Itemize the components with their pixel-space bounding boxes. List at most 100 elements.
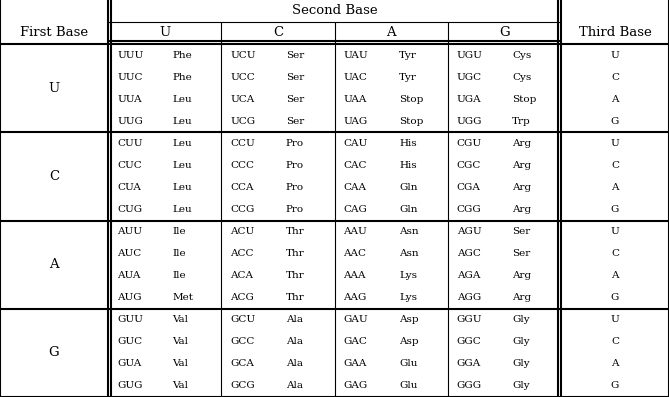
Text: C: C bbox=[49, 170, 59, 183]
Text: Val: Val bbox=[173, 382, 189, 391]
Text: UCU: UCU bbox=[230, 50, 256, 60]
Text: Thr: Thr bbox=[286, 271, 304, 280]
Text: UGC: UGC bbox=[457, 73, 482, 82]
Text: C: C bbox=[611, 161, 619, 170]
Text: UAC: UAC bbox=[344, 73, 367, 82]
Text: Gly: Gly bbox=[512, 359, 530, 368]
Text: Lys: Lys bbox=[399, 293, 417, 302]
Text: U: U bbox=[611, 50, 619, 60]
Text: Thr: Thr bbox=[286, 249, 304, 258]
Text: UAG: UAG bbox=[344, 117, 368, 126]
Text: G: G bbox=[611, 117, 619, 126]
Text: CGU: CGU bbox=[457, 139, 482, 148]
Text: GGU: GGU bbox=[457, 315, 482, 324]
Text: Gln: Gln bbox=[399, 183, 417, 192]
Text: Ala: Ala bbox=[286, 382, 303, 391]
Text: U: U bbox=[611, 227, 619, 236]
Text: His: His bbox=[399, 139, 417, 148]
Text: ACC: ACC bbox=[230, 249, 254, 258]
Text: Asn: Asn bbox=[399, 227, 419, 236]
Text: Ile: Ile bbox=[173, 227, 186, 236]
Text: AUU: AUU bbox=[117, 227, 142, 236]
Text: AUC: AUC bbox=[117, 249, 141, 258]
Text: ACG: ACG bbox=[230, 293, 254, 302]
Text: Ser: Ser bbox=[512, 227, 531, 236]
Text: AAC: AAC bbox=[344, 249, 367, 258]
Text: A: A bbox=[386, 27, 396, 39]
Text: Ala: Ala bbox=[286, 359, 303, 368]
Text: Stop: Stop bbox=[399, 94, 423, 104]
Text: UCA: UCA bbox=[230, 94, 255, 104]
Text: Pro: Pro bbox=[286, 139, 304, 148]
Text: UCG: UCG bbox=[230, 117, 256, 126]
Text: C: C bbox=[273, 27, 283, 39]
Text: Ser: Ser bbox=[286, 117, 304, 126]
Text: Cys: Cys bbox=[512, 50, 532, 60]
Text: CAG: CAG bbox=[344, 205, 367, 214]
Text: AGA: AGA bbox=[457, 271, 480, 280]
Text: Val: Val bbox=[173, 359, 189, 368]
Text: UCC: UCC bbox=[230, 73, 255, 82]
Text: Phe: Phe bbox=[173, 73, 192, 82]
Text: Leu: Leu bbox=[173, 139, 192, 148]
Text: A: A bbox=[50, 258, 59, 271]
Text: CAA: CAA bbox=[344, 183, 367, 192]
Text: Asp: Asp bbox=[399, 315, 419, 324]
Text: Gly: Gly bbox=[512, 315, 530, 324]
Text: Gly: Gly bbox=[512, 337, 530, 346]
Text: GAG: GAG bbox=[344, 382, 368, 391]
Text: CAU: CAU bbox=[344, 139, 368, 148]
Text: GUU: GUU bbox=[117, 315, 143, 324]
Text: Asp: Asp bbox=[399, 337, 419, 346]
Text: Ala: Ala bbox=[286, 337, 303, 346]
Text: GCG: GCG bbox=[230, 382, 255, 391]
Text: Val: Val bbox=[173, 337, 189, 346]
Text: GAU: GAU bbox=[344, 315, 368, 324]
Text: UUA: UUA bbox=[117, 94, 142, 104]
Text: A: A bbox=[611, 271, 619, 280]
Text: Stop: Stop bbox=[512, 94, 537, 104]
Text: Leu: Leu bbox=[173, 183, 192, 192]
Text: UGG: UGG bbox=[457, 117, 482, 126]
Text: Trp: Trp bbox=[512, 117, 531, 126]
Text: CCU: CCU bbox=[230, 139, 255, 148]
Text: C: C bbox=[611, 337, 619, 346]
Text: GUC: GUC bbox=[117, 337, 142, 346]
Text: Ala: Ala bbox=[286, 315, 303, 324]
Text: C: C bbox=[611, 249, 619, 258]
Text: CUA: CUA bbox=[117, 183, 141, 192]
Text: CCG: CCG bbox=[230, 205, 255, 214]
Text: G: G bbox=[49, 346, 60, 359]
Text: GUG: GUG bbox=[117, 382, 142, 391]
Text: U: U bbox=[611, 315, 619, 324]
Text: CCC: CCC bbox=[230, 161, 254, 170]
Text: GCC: GCC bbox=[230, 337, 255, 346]
Text: CAC: CAC bbox=[344, 161, 367, 170]
Text: AGC: AGC bbox=[457, 249, 481, 258]
Text: AGU: AGU bbox=[457, 227, 482, 236]
Text: Gln: Gln bbox=[399, 205, 417, 214]
Text: GCA: GCA bbox=[230, 359, 254, 368]
Text: Lys: Lys bbox=[399, 271, 417, 280]
Text: AUG: AUG bbox=[117, 293, 142, 302]
Text: UAU: UAU bbox=[344, 50, 368, 60]
Text: U: U bbox=[159, 27, 170, 39]
Text: Arg: Arg bbox=[512, 183, 531, 192]
Text: ACA: ACA bbox=[230, 271, 254, 280]
Text: Glu: Glu bbox=[399, 359, 417, 368]
Text: A: A bbox=[611, 183, 619, 192]
Text: C: C bbox=[611, 73, 619, 82]
Text: CGG: CGG bbox=[457, 205, 482, 214]
Text: Gly: Gly bbox=[512, 382, 530, 391]
Text: Ile: Ile bbox=[173, 249, 186, 258]
Text: Leu: Leu bbox=[173, 161, 192, 170]
Text: GUA: GUA bbox=[117, 359, 141, 368]
Text: CGC: CGC bbox=[457, 161, 481, 170]
Text: Leu: Leu bbox=[173, 205, 192, 214]
Text: GAC: GAC bbox=[344, 337, 367, 346]
Text: Ser: Ser bbox=[286, 50, 304, 60]
Text: Tyr: Tyr bbox=[399, 73, 417, 82]
Text: His: His bbox=[399, 161, 417, 170]
Text: AUA: AUA bbox=[117, 271, 140, 280]
Text: AAU: AAU bbox=[344, 227, 367, 236]
